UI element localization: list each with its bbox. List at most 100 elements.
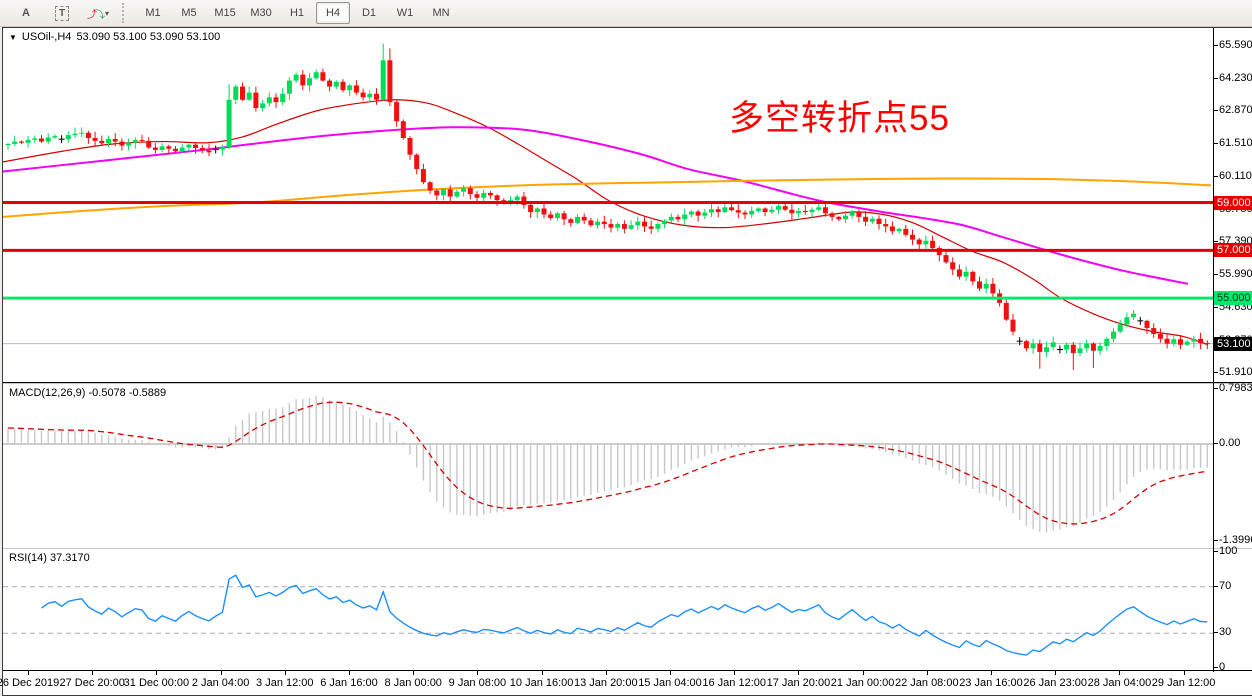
time-tick [1119,671,1121,675]
price-axis-line [1213,28,1214,672]
timeframe-button-m1[interactable]: M1 [145,7,161,19]
macd-tick [1213,387,1218,389]
chart-window: ▼ USOil-,H4 53.090 53.100 53.090 53.100 … [0,27,1252,696]
timeframe-button-m5[interactable]: M5 [181,7,197,19]
rsi-axis-label: 0 [1219,661,1226,673]
rsi-axis-label: 100 [1219,545,1238,557]
chart-header: ▼ USOil-,H4 53.090 53.100 53.090 53.100 [9,31,220,43]
cursor-tool-icon: A [22,7,30,19]
timeframe-button-m30[interactable]: M30 [250,7,272,19]
time-axis-label: 9 Jan 08:00 [448,677,507,689]
ohlc-values: 53.090 53.100 53.090 53.100 [76,31,221,43]
level-price-badge: 55.000 [1214,291,1252,306]
price-axis-label: 55.990 [1219,268,1252,281]
macd-tick [1213,443,1218,444]
time-tick [92,671,94,675]
time-tick [220,671,222,675]
time-axis-label: 6 Jan 16:00 [320,677,378,689]
rsi-tick [1213,585,1218,587]
current-price-badge: 53.100 [1214,336,1252,351]
time-tick [349,671,350,675]
price-tick [1213,142,1218,144]
macd-label: MACD(12,26,9) -0.5078 -0.5889 [9,387,166,399]
macd-signal-line [7,401,1208,525]
time-axis-label: 26 Jan 23:00 [1023,677,1087,689]
time-axis-label: 15 Jan 04:00 [638,677,702,689]
time-axis-label: 13 Jan 20:00 [573,677,638,689]
symbol-dropdown-icon[interactable]: ▼ [9,32,17,42]
text-label-tool-button[interactable]: T [45,2,79,24]
chevron-down-icon: ▾ [105,8,110,18]
macd-axis-label: 0.00 [1219,437,1241,449]
time-tick [605,671,607,675]
time-tick [28,671,29,675]
time-axis-label: 22 Jan 08:00 [894,677,959,689]
rsi-axis-label: 30 [1219,626,1232,639]
rsi-canvas[interactable] [3,549,1213,670]
rsi-pane[interactable]: RSI(14) 37.3170 [3,548,1252,670]
chart-annotation-text[interactable]: 多空转折点55 [729,99,950,138]
time-tick [734,671,736,675]
rsi-tick [1213,632,1218,634]
time-axis[interactable]: 26 Dec 2019 27 Dec 20:00 31 Dec 00:00 2 Jan… [0,670,1252,695]
timeframe-button-mn[interactable]: MN [432,7,450,19]
timeframe-bar: M1 M5 M15 M30 H1 H4 D1 W1 MN [135,2,459,24]
time-tick [541,671,543,675]
price-axis-label: 62.870 [1219,104,1252,117]
level-price-badge: 57.000 [1214,243,1252,258]
price-chart-canvas[interactable] [3,28,1213,381]
rsi-axis-label: 70 [1219,579,1232,592]
price-pane[interactable]: ▼ USOil-,H4 53.090 53.100 53.090 53.100 … [3,28,1252,383]
time-axis-label: 21 Jan 00:00 [830,677,895,689]
price-axis-label: 51.910 [1219,366,1252,379]
toolbar-separator [122,3,129,23]
price-tick [1213,77,1218,79]
time-tick [926,671,928,675]
arrows-icon: ⤴⤵ [87,9,105,21]
price-axis-label: 65.590 [1219,39,1252,51]
cursor-tool-button[interactable]: A [9,2,43,24]
time-axis-label: 16 Jan 12:00 [702,677,766,689]
timeframe-button-w1[interactable]: W1 [396,7,414,19]
time-tick [670,671,671,675]
rsi-tick [1213,551,1218,552]
timeframe-button-d1[interactable]: D1 [361,7,377,19]
time-tick [284,671,286,675]
rsi-line [41,574,1208,656]
macd-canvas[interactable] [3,384,1213,547]
price-tick [1213,274,1218,276]
macd-name: MACD(12,26,9) [9,387,86,399]
level-price-badge: 59.000 [1214,195,1252,210]
time-tick [413,671,415,675]
time-tick [1055,671,1057,675]
price-tick [1213,241,1218,243]
price-axis-label: 64.230 [1219,71,1252,84]
time-tick [991,671,992,675]
time-axis-label: 17 Jan 20:00 [766,677,831,689]
time-tick [1183,671,1185,675]
macd-values: -0.5078 -0.5889 [88,387,167,399]
time-axis-label: 23 Jan 16:00 [959,677,1023,689]
ma-fast-red [3,99,1209,346]
timeframe-button-m15[interactable]: M15 [214,7,236,19]
time-axis-label: 2 Jan 04:00 [191,677,250,689]
price-tick [1213,110,1218,112]
price-axis-label: 61.510 [1219,136,1252,149]
time-axis-label: 10 Jan 16:00 [509,677,574,689]
timeframe-button-h4[interactable]: H4 [316,2,351,24]
macd-tick [1213,539,1218,541]
ma-mid-magenta [3,126,1189,285]
price-tick [1213,306,1218,308]
time-tick [156,671,158,675]
rsi-tick [1213,667,1218,668]
macd-pane[interactable]: MACD(12,26,9) -0.5078 -0.5889 [3,383,1252,549]
macd-axis-label: 0.7983 [1219,381,1252,394]
rsi-value: 37.3170 [49,552,90,564]
timeframe-button-h1[interactable]: H1 [289,7,305,19]
macd-histogram [7,396,1209,533]
macd-axis-label: -1.3996 [1219,533,1252,546]
arrow-style-tool-button[interactable]: ⤴⤵ ▾ [81,2,115,24]
time-axis-label: 27 Dec 20:00 [59,677,125,689]
time-tick [477,671,479,675]
